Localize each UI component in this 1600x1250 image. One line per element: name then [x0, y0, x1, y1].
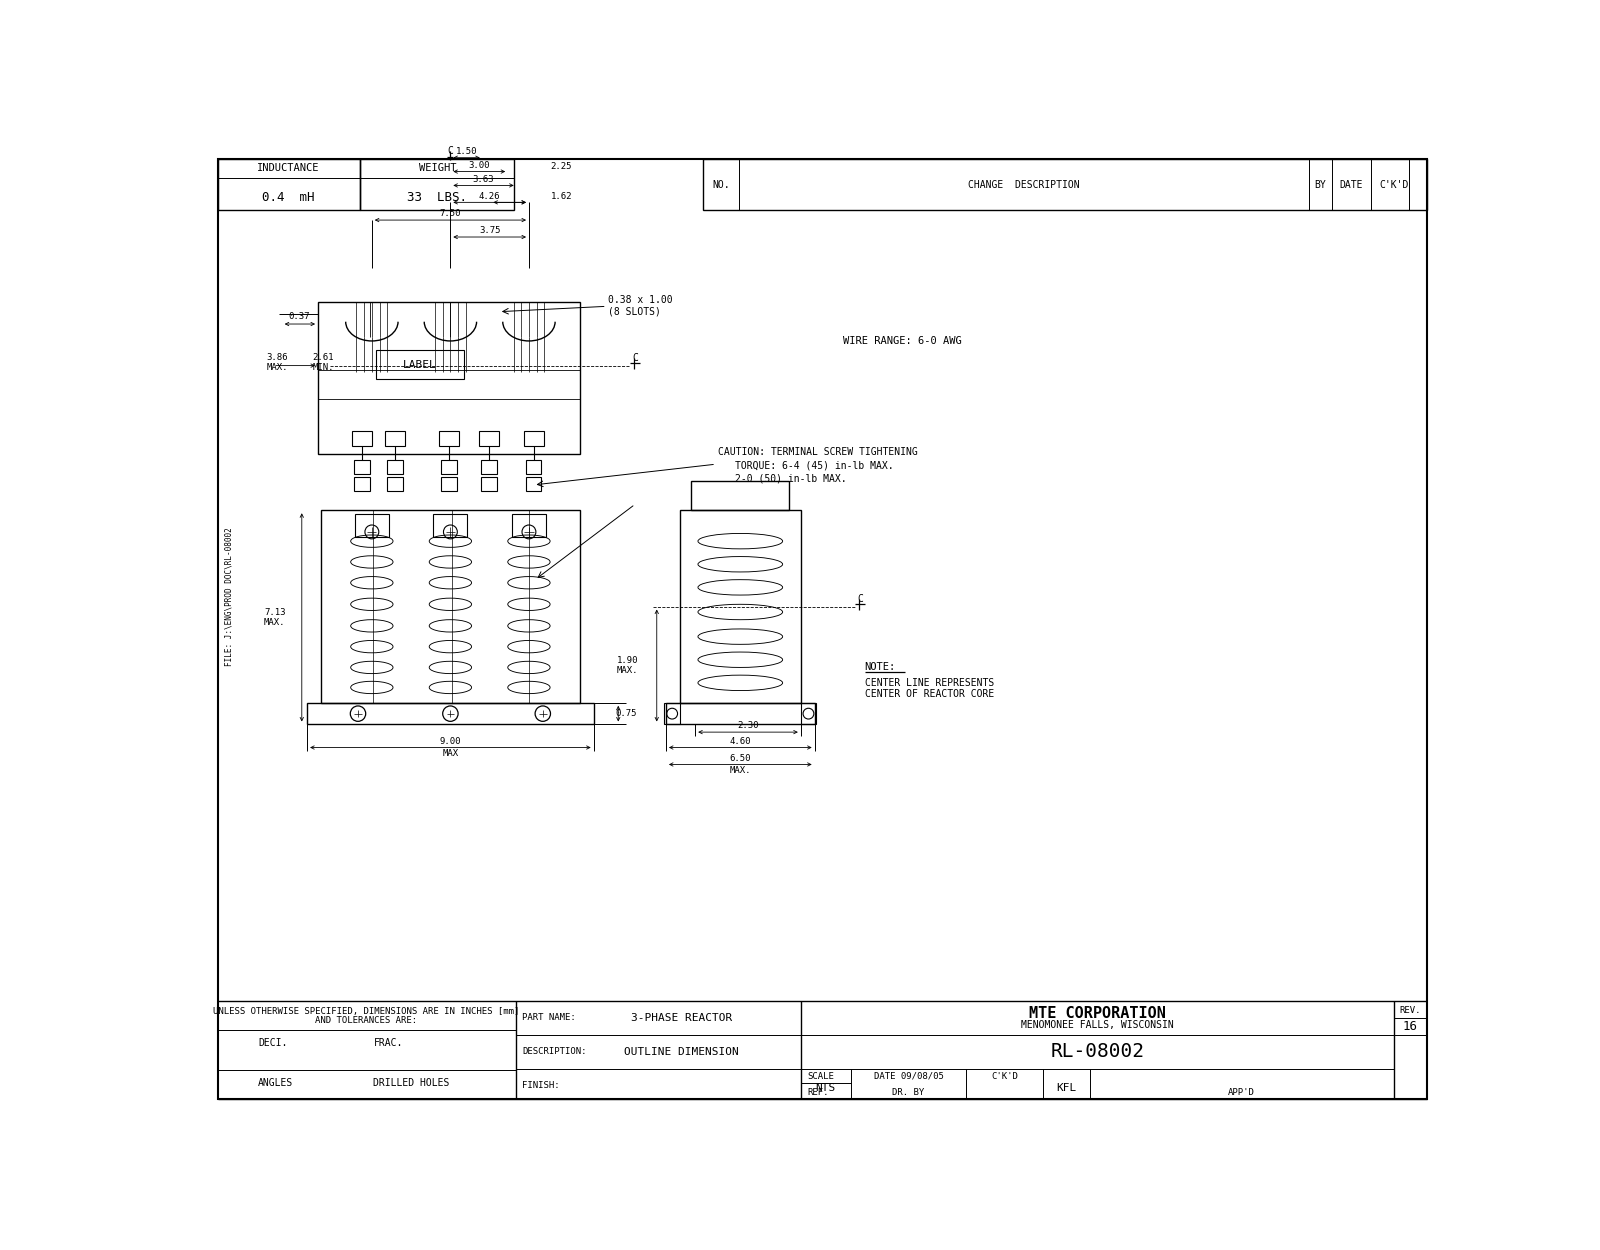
Text: FILE: J:\ENG\PROD DOC\RL-08002: FILE: J:\ENG\PROD DOC\RL-08002: [224, 528, 234, 666]
Text: KFL: KFL: [1056, 1082, 1077, 1092]
Bar: [442, 478, 456, 491]
Text: 3.86: 3.86: [266, 354, 288, 362]
Bar: [218, 159, 360, 210]
Bar: [482, 478, 496, 491]
Text: 1.62: 1.62: [550, 192, 573, 201]
Text: FRAC.: FRAC.: [373, 1039, 403, 1049]
Bar: [800, 703, 816, 725]
Text: WEIGHT: WEIGHT: [419, 164, 456, 174]
Bar: [434, 514, 467, 538]
Text: MAX: MAX: [442, 749, 459, 759]
Bar: [387, 460, 403, 474]
Text: 0.4  mH: 0.4 mH: [262, 191, 315, 204]
Bar: [702, 159, 1427, 210]
Bar: [523, 431, 544, 446]
Bar: [322, 510, 579, 702]
Bar: [680, 510, 800, 702]
Text: REF.: REF.: [806, 1088, 829, 1098]
Text: C: C: [448, 146, 453, 156]
Text: 0.37: 0.37: [288, 311, 309, 321]
Text: CENTER LINE REPRESENTS: CENTER LINE REPRESENTS: [864, 678, 994, 688]
Text: DATE: DATE: [1339, 180, 1363, 190]
Text: DATE 09/08/05: DATE 09/08/05: [874, 1071, 944, 1081]
Text: RL-08002: RL-08002: [1050, 1042, 1144, 1061]
Text: REV.: REV.: [1400, 1005, 1421, 1015]
Text: 7.50: 7.50: [440, 210, 461, 219]
Text: DR. BY: DR. BY: [893, 1088, 925, 1098]
Text: SCALE: SCALE: [806, 1071, 834, 1081]
Text: DECI.: DECI.: [258, 1039, 288, 1049]
Text: 1.90
MAX.: 1.90 MAX.: [616, 656, 638, 675]
Text: 0.38 x 1.00: 0.38 x 1.00: [608, 295, 674, 305]
Text: INDUCTANCE: INDUCTANCE: [258, 164, 320, 174]
Text: APP'D: APP'D: [1229, 1088, 1254, 1098]
Text: C: C: [858, 594, 862, 604]
Bar: [376, 350, 464, 380]
Bar: [318, 302, 579, 454]
Text: NTS: NTS: [816, 1082, 835, 1092]
Text: BY: BY: [1315, 180, 1326, 190]
Text: LABEL: LABEL: [403, 360, 437, 370]
Text: 0.75: 0.75: [616, 709, 637, 719]
Bar: [307, 703, 594, 725]
Text: MAX.: MAX.: [266, 362, 288, 371]
Text: DESCRIPTION:: DESCRIPTION:: [522, 1048, 587, 1056]
Bar: [354, 478, 370, 491]
Text: MTE CORPORATION: MTE CORPORATION: [1029, 1006, 1166, 1021]
Text: 4.60: 4.60: [730, 736, 750, 746]
Text: 3.00: 3.00: [469, 161, 490, 170]
Text: NOTE:: NOTE:: [864, 662, 896, 672]
Bar: [360, 159, 514, 210]
Text: MIN.: MIN.: [312, 362, 334, 371]
Text: 2.61: 2.61: [312, 354, 334, 362]
Bar: [387, 478, 403, 491]
Text: 2.30: 2.30: [738, 721, 758, 730]
Text: (8 SLOTS): (8 SLOTS): [608, 306, 661, 316]
Bar: [526, 478, 541, 491]
Text: CENTER OF REACTOR CORE: CENTER OF REACTOR CORE: [864, 689, 994, 699]
Text: 33  LBS.: 33 LBS.: [408, 191, 467, 204]
Text: TORQUE: 6-4 (45) in-lb MAX.: TORQUE: 6-4 (45) in-lb MAX.: [736, 461, 894, 471]
Text: 3.63: 3.63: [472, 175, 494, 184]
Bar: [386, 431, 405, 446]
Bar: [442, 460, 456, 474]
Text: C'K'D: C'K'D: [992, 1071, 1018, 1081]
Bar: [691, 481, 789, 510]
Text: AND TOLERANCES ARE:: AND TOLERANCES ARE:: [315, 1016, 416, 1025]
Bar: [526, 460, 541, 474]
Text: 16: 16: [1403, 1020, 1418, 1032]
Bar: [664, 703, 680, 725]
Text: 3-PHASE REACTOR: 3-PHASE REACTOR: [630, 1013, 733, 1022]
Text: 2.25: 2.25: [550, 161, 573, 171]
Text: OUTLINE DIMENSION: OUTLINE DIMENSION: [624, 1046, 739, 1056]
Text: 9.00: 9.00: [440, 736, 461, 746]
Text: 4.26: 4.26: [478, 191, 501, 201]
Text: MAX.: MAX.: [730, 766, 750, 775]
Bar: [478, 431, 499, 446]
Bar: [666, 703, 814, 725]
Text: 1.50: 1.50: [456, 148, 477, 156]
Text: DRILLED HOLES: DRILLED HOLES: [373, 1079, 450, 1089]
Text: UNLESS OTHERWISE SPECIFIED, DIMENSIONS ARE IN INCHES [mm]: UNLESS OTHERWISE SPECIFIED, DIMENSIONS A…: [213, 1008, 518, 1016]
Bar: [355, 514, 389, 538]
Text: 6.50: 6.50: [730, 754, 750, 762]
Text: MENOMONEE FALLS, WISCONSIN: MENOMONEE FALLS, WISCONSIN: [1021, 1020, 1173, 1030]
Text: FINISH:: FINISH:: [522, 1081, 560, 1090]
Text: CHANGE  DESCRIPTION: CHANGE DESCRIPTION: [968, 180, 1080, 190]
Text: ANGLES: ANGLES: [258, 1079, 293, 1089]
Bar: [512, 514, 546, 538]
Text: CAUTION: TERMINAL SCREW TIGHTENING: CAUTION: TERMINAL SCREW TIGHTENING: [718, 446, 918, 456]
Text: NO.: NO.: [712, 180, 730, 190]
Text: 7.13
MAX.: 7.13 MAX.: [264, 608, 285, 628]
Text: C'K'D: C'K'D: [1379, 180, 1408, 190]
Bar: [352, 431, 371, 446]
Bar: [482, 460, 496, 474]
Text: PART NAME:: PART NAME:: [522, 1014, 576, 1022]
Text: WIRE RANGE: 6-0 AWG: WIRE RANGE: 6-0 AWG: [843, 336, 962, 346]
Text: 3.75: 3.75: [478, 226, 501, 235]
Text: C: C: [632, 352, 638, 362]
Bar: [438, 431, 459, 446]
Text: 2-0 (50) in-lb MAX.: 2-0 (50) in-lb MAX.: [736, 474, 846, 484]
Bar: [354, 460, 370, 474]
